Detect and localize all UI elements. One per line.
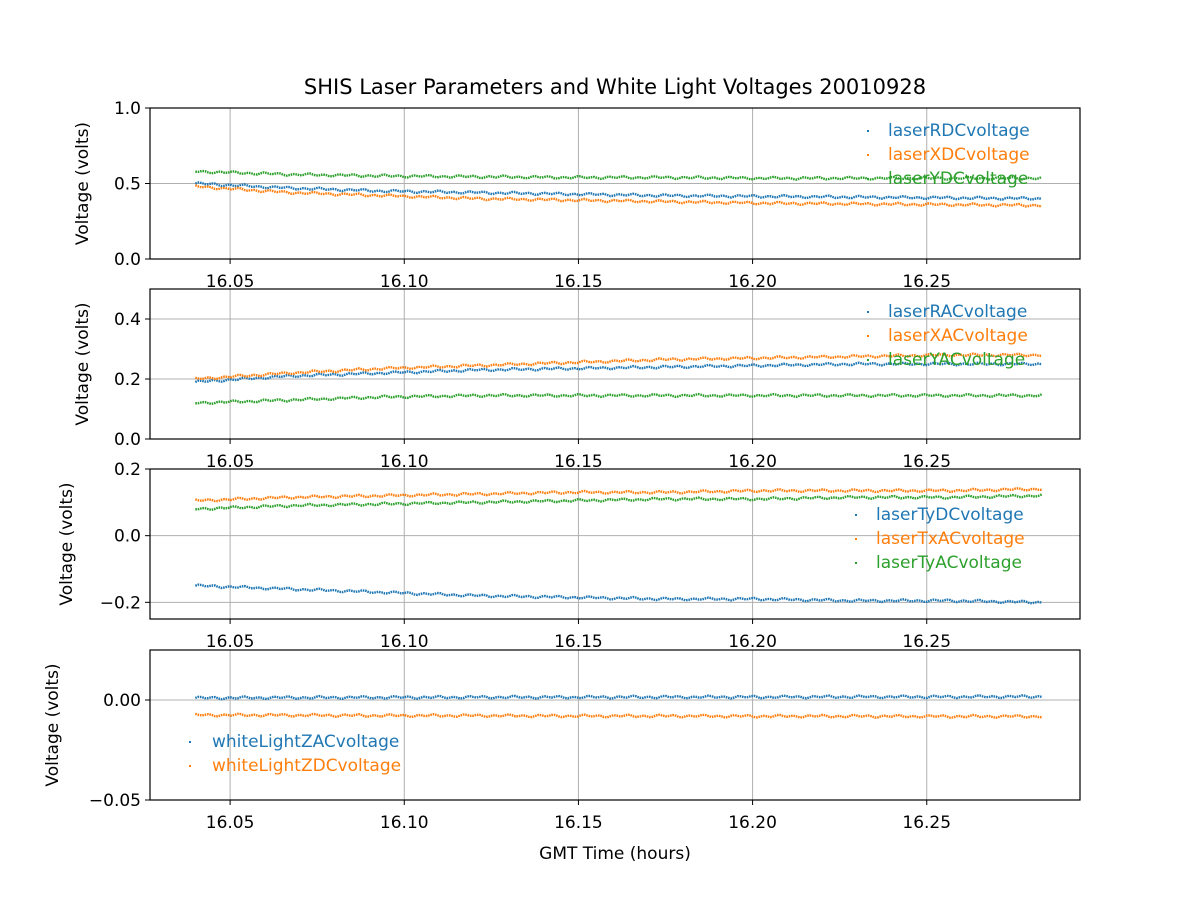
x-tick-label: 16.20 — [728, 632, 777, 652]
x-tick-label: 16.25 — [902, 632, 951, 652]
x-tick-label: 16.10 — [380, 272, 429, 292]
x-tick-label: 16.20 — [728, 813, 777, 833]
y-tick-label: 0.4 — [114, 310, 141, 330]
x-tick-label: 16.25 — [902, 452, 951, 472]
x-tick-label: 16.05 — [206, 272, 255, 292]
x-tick-label: 16.10 — [380, 452, 429, 472]
y-axis-label: Voltage (volts) — [73, 302, 93, 425]
series-laserTyDCvoltage — [194, 583, 1042, 605]
y-tick-label: 0.5 — [114, 175, 141, 195]
y-tick-label: 0.0 — [114, 250, 141, 270]
y-axis-label: Voltage (volts) — [43, 663, 63, 786]
legend-marker — [867, 359, 869, 361]
x-tick-label: 16.15 — [554, 813, 603, 833]
series-laserRDCvoltage — [194, 181, 1042, 201]
legend-marker — [855, 514, 857, 516]
chart-title: SHIS Laser Parameters and White Light Vo… — [304, 75, 926, 99]
x-tick-label: 16.10 — [380, 813, 429, 833]
legend-marker — [189, 741, 191, 743]
series-laserTyACvoltage — [195, 493, 1043, 512]
legend-label: laserTyACvoltage — [876, 553, 1022, 573]
axes-frame — [149, 649, 1081, 801]
panels: 16.05 16.10 16.15 16.20 16.25 0.0 0.5 1.0 Voltag… — [43, 99, 1081, 833]
legend-label: whiteLightZDCvoltage — [212, 756, 401, 776]
y-tick-label: 0.2 — [114, 370, 141, 390]
y-tick-label: 0.0 — [114, 527, 141, 547]
x-tick-label: 16.20 — [728, 272, 777, 292]
x-tick-label: 16.20 — [728, 452, 777, 472]
y-tick-label: 0.00 — [103, 691, 141, 711]
legend-label: laserYDCvoltage — [888, 169, 1028, 189]
x-tick-label: 16.15 — [554, 272, 603, 292]
y-axis-label: Voltage (volts) — [57, 482, 77, 605]
x-tick-label: 16.25 — [902, 272, 951, 292]
series-whiteLightZDCvoltage — [194, 712, 1042, 720]
y-tick-label: −0.2 — [100, 593, 141, 613]
x-tick-label: 16.05 — [206, 452, 255, 472]
legend-marker — [867, 311, 869, 313]
legend-marker — [867, 178, 869, 180]
axes-frame — [149, 107, 1081, 260]
x-tick-label: 16.15 — [554, 632, 603, 652]
legend-label: laserXACvoltage — [888, 326, 1028, 346]
legend-label: laserRDCvoltage — [888, 121, 1030, 141]
legend-marker — [867, 335, 869, 337]
y-tick-label: 0.2 — [114, 460, 141, 480]
x-tick-label: 16.05 — [206, 632, 255, 652]
legend-label: laserYACvoltage — [888, 350, 1025, 370]
legend: laserTyDCvoltage laserTxACvoltage laserTyA… — [855, 505, 1025, 573]
legend-marker — [855, 562, 857, 564]
legend: laserRACvoltage laserXACvoltage laserYACvo… — [867, 302, 1028, 370]
y-tick-label: −0.05 — [89, 791, 141, 811]
panel-1: 16.05 16.10 16.15 16.20 16.25 0.0 0.5 1.0 Voltag… — [73, 99, 1081, 292]
x-tick-label: 16.15 — [554, 452, 603, 472]
x-tick-label: 16.10 — [380, 632, 429, 652]
y-tick-label: 0.0 — [114, 430, 141, 450]
axes-frame — [149, 468, 1081, 620]
series-laserRACvoltage — [194, 361, 1042, 384]
axes-frame — [149, 288, 1081, 440]
legend-marker — [867, 154, 869, 156]
panel-4: 16.05 16.10 16.15 16.20 16.25 −0.05 0.00 Voltag… — [43, 649, 1081, 833]
y-tick-label: 1.0 — [114, 99, 141, 119]
series-laserYDCvoltage — [195, 169, 1043, 181]
legend-label: laserXDCvoltage — [888, 145, 1030, 165]
legend-label: laserTyDCvoltage — [876, 505, 1024, 525]
series-laserTxACvoltage — [194, 487, 1042, 503]
legend-marker — [189, 765, 191, 767]
series-whiteLightZACvoltage — [194, 694, 1042, 701]
x-axis-label: GMT Time (hours) — [539, 844, 691, 864]
legend-label: whiteLightZACvoltage — [212, 732, 399, 752]
legend-marker — [855, 538, 857, 540]
y-axis-label: Voltage (volts) — [73, 122, 93, 245]
legend-label: laserRACvoltage — [888, 302, 1027, 322]
panel-3: 16.05 16.10 16.15 16.20 16.25 −0.2 0.0 0.2 Volta… — [57, 460, 1081, 652]
series-laserXDCvoltage — [194, 184, 1042, 208]
legend-marker — [867, 130, 869, 132]
panel-2: 16.05 16.10 16.15 16.20 16.25 0.0 0.2 0.4 Voltag… — [73, 288, 1081, 472]
legend: laserRDCvoltage laserXDCvoltage laserYDCvo… — [867, 121, 1030, 189]
x-tick-label: 16.25 — [902, 813, 951, 833]
series-laserYACvoltage — [195, 392, 1043, 406]
series-laserXACvoltage — [195, 352, 1042, 381]
legend-label: laserTxACvoltage — [876, 529, 1025, 549]
legend: whiteLightZACvoltage whiteLightZDCvoltage — [189, 732, 401, 776]
x-tick-label: 16.05 — [206, 813, 255, 833]
